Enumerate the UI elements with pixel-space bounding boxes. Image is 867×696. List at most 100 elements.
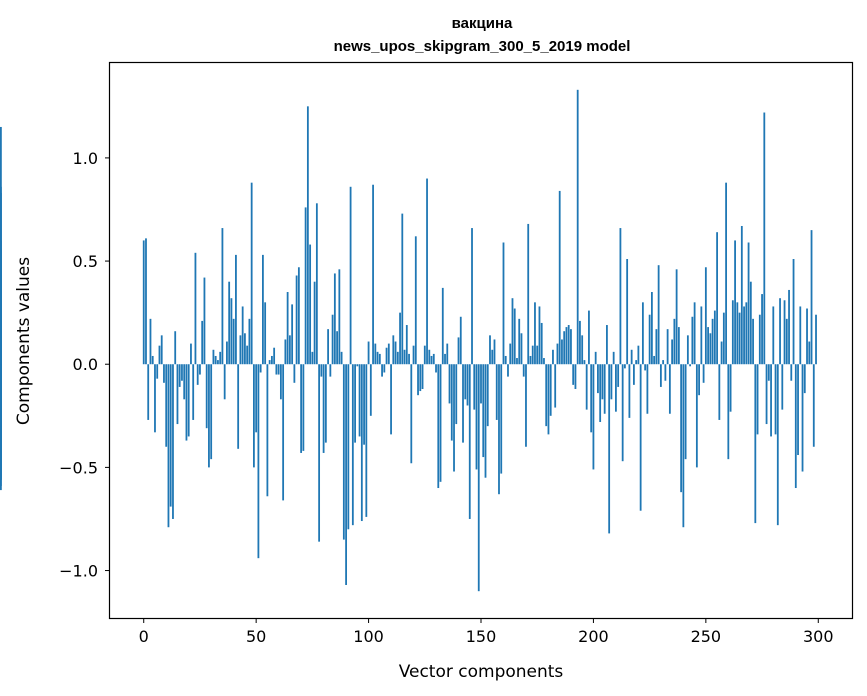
bar — [315, 203, 318, 365]
bar — [0, 248, 2, 365]
bar — [405, 325, 408, 365]
bar — [772, 306, 775, 365]
bar — [264, 302, 267, 365]
bar — [408, 353, 410, 365]
bar — [486, 364, 489, 427]
bar — [619, 228, 622, 365]
bar — [779, 298, 781, 365]
bar — [414, 236, 417, 365]
bar — [277, 364, 280, 375]
bar — [752, 318, 754, 365]
bar — [707, 327, 709, 365]
bar — [801, 364, 804, 472]
bar — [770, 364, 772, 437]
x-tick-label: 100 — [353, 627, 384, 646]
bar — [268, 360, 271, 365]
bar — [695, 364, 698, 468]
bar — [345, 364, 347, 585]
bar — [498, 364, 500, 495]
bar — [154, 364, 156, 433]
bar — [399, 312, 401, 365]
bar — [322, 364, 325, 453]
bar — [446, 343, 449, 365]
bar — [412, 345, 415, 365]
bar — [410, 364, 413, 464]
bar — [347, 364, 350, 530]
bar — [565, 327, 568, 365]
bar — [473, 364, 476, 410]
bar — [426, 178, 428, 365]
bar — [468, 364, 471, 519]
bar — [244, 333, 246, 365]
bar — [668, 364, 671, 414]
bar — [547, 364, 550, 435]
bar — [581, 335, 584, 365]
bar — [567, 325, 570, 365]
x-tick-label: 250 — [691, 627, 722, 646]
bar — [450, 364, 453, 441]
bar — [531, 345, 534, 365]
bar — [576, 89, 579, 365]
bar — [693, 302, 696, 365]
bar — [275, 364, 278, 375]
bar — [657, 265, 660, 365]
bar — [704, 267, 707, 365]
bar — [610, 364, 613, 400]
bar — [169, 364, 172, 507]
bar — [489, 335, 491, 365]
bar — [572, 364, 575, 385]
bar — [797, 364, 799, 456]
bar — [223, 364, 226, 400]
bar — [282, 364, 285, 501]
bar — [527, 223, 530, 365]
bar — [684, 364, 687, 460]
bar — [172, 364, 174, 519]
bar — [561, 339, 563, 365]
bar — [255, 364, 258, 433]
bar — [666, 329, 669, 365]
bar — [250, 182, 253, 365]
bar — [302, 364, 305, 451]
bar — [702, 364, 705, 383]
bar — [491, 349, 494, 365]
bar — [417, 364, 419, 396]
bar — [239, 335, 242, 365]
bar — [199, 364, 201, 375]
bar — [516, 358, 518, 365]
bar — [241, 306, 244, 365]
bar — [381, 364, 383, 377]
bar — [329, 364, 332, 377]
y-axis: −1.0 −0.5 0.0 0.5 1.0 — [59, 149, 110, 581]
bar — [592, 364, 595, 470]
bar — [342, 364, 345, 540]
bar — [190, 343, 192, 365]
bar — [403, 349, 406, 365]
bar — [603, 364, 606, 414]
bar — [525, 364, 527, 447]
bar — [680, 364, 683, 493]
bar — [624, 364, 626, 369]
x-tick-label: 300 — [803, 627, 834, 646]
bar — [300, 364, 303, 453]
bar — [493, 339, 496, 365]
bar — [437, 364, 440, 489]
bar — [794, 364, 797, 489]
bar — [210, 364, 213, 460]
bar — [183, 364, 186, 400]
bar — [484, 364, 487, 478]
bar — [293, 364, 296, 383]
bar — [601, 364, 604, 400]
bar — [0, 364, 2, 427]
bar — [336, 331, 338, 365]
bar — [306, 106, 309, 365]
bar — [176, 364, 179, 425]
bar — [495, 364, 498, 420]
bar — [812, 364, 815, 447]
bar — [340, 351, 343, 365]
bar — [201, 320, 204, 365]
bar — [635, 360, 638, 365]
y-axis-label: Components values — [14, 257, 34, 425]
bar — [776, 364, 779, 526]
bar — [369, 364, 372, 416]
bar — [178, 364, 181, 387]
